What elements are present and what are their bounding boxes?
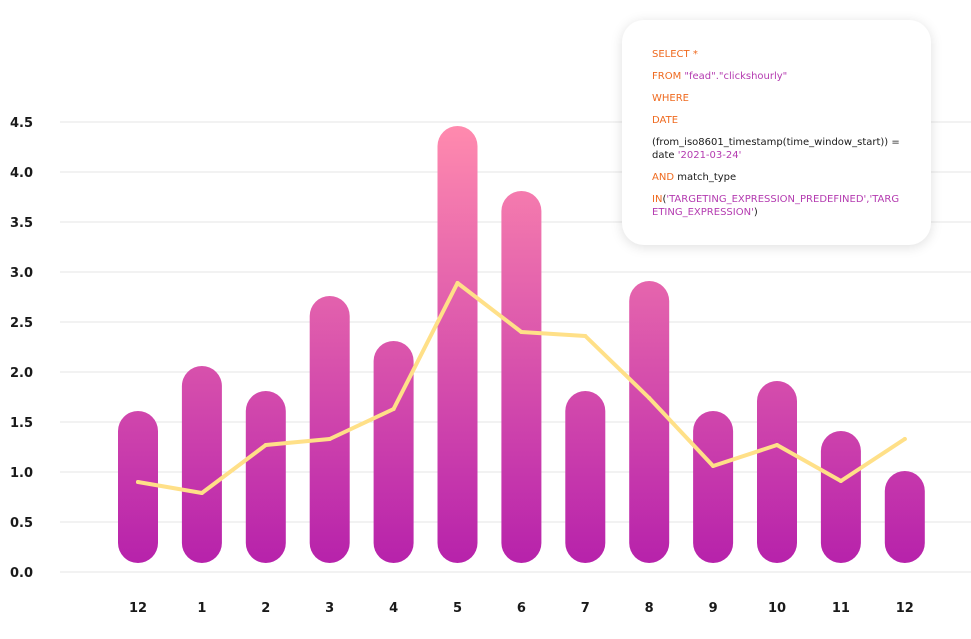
line-point xyxy=(583,334,588,338)
x-tick-label: 10 xyxy=(768,601,786,616)
code-token: '2021-03-24' xyxy=(677,150,742,161)
line-point xyxy=(902,437,907,441)
bar xyxy=(565,391,606,563)
code-line: DATE xyxy=(652,114,901,127)
x-tick-label: 12 xyxy=(129,601,147,616)
code-token: DATE xyxy=(652,115,679,126)
bar xyxy=(501,191,542,563)
code-token: WHERE xyxy=(652,93,689,104)
line-series xyxy=(136,281,907,495)
y-tick-label: 2.5 xyxy=(10,316,33,331)
x-tick-label: 12 xyxy=(896,601,914,616)
code-token: (from_iso8601_timestamp(time_window_star… xyxy=(652,137,900,161)
x-tick-label: 1 xyxy=(197,601,206,616)
x-tick-label: 11 xyxy=(832,601,850,616)
x-tick-label: 2 xyxy=(261,601,270,616)
code-token: match_type xyxy=(677,172,737,183)
bar xyxy=(309,296,350,563)
code-line: IN('TARGETING_EXPRESSION_PREDEFINED','TA… xyxy=(652,193,901,219)
x-tick-label: 8 xyxy=(645,601,654,616)
code-line: AND match_type xyxy=(652,171,901,184)
bar xyxy=(820,431,861,563)
line-point xyxy=(455,281,460,285)
code-token: IN xyxy=(652,194,663,205)
code-line: (from_iso8601_timestamp(time_window_star… xyxy=(652,136,901,162)
code-line: SELECT * xyxy=(652,48,901,61)
line-point xyxy=(775,443,779,447)
code-token: AND xyxy=(652,172,678,183)
line-point xyxy=(647,396,652,400)
y-tick-label: 0.0 xyxy=(10,566,33,581)
line-point xyxy=(711,464,716,468)
y-axis: 0.0 0.5 1.0 1.5 2.0 2.5 3.0 3.5 4.0 4.5 xyxy=(10,116,33,581)
bar xyxy=(629,281,670,563)
code-token: FROM xyxy=(652,71,685,82)
y-tick-label: 1.0 xyxy=(10,466,33,481)
x-tick-label: 9 xyxy=(709,601,718,616)
sql-query-card: SELECT * FROM "fead"."clickshourly" WHERE D… xyxy=(622,20,931,245)
y-tick-label: 3.5 xyxy=(10,216,33,231)
code-token: ) xyxy=(753,207,758,218)
bar xyxy=(373,341,414,563)
code-token: ( xyxy=(662,194,667,205)
code-token: 'TARGETING_EXPRESSION_PREDEFINED','TARGE… xyxy=(652,194,900,218)
line-point xyxy=(838,479,843,483)
bar xyxy=(437,126,478,563)
bar xyxy=(757,381,797,563)
x-tick-label: 4 xyxy=(389,601,398,616)
x-tick-label: 5 xyxy=(453,601,462,616)
bar xyxy=(118,411,158,563)
line-point xyxy=(136,480,140,484)
y-tick-label: 0.5 xyxy=(10,516,33,531)
y-tick-label: 4.5 xyxy=(10,116,33,131)
x-tick-label: 7 xyxy=(581,601,590,616)
bar xyxy=(181,366,222,563)
bar-series xyxy=(118,126,925,563)
line-point xyxy=(519,330,524,334)
x-tick-label: 6 xyxy=(517,601,526,616)
line-point xyxy=(391,407,396,411)
code-token: "fead"."clickshourly" xyxy=(684,71,788,82)
code-line: FROM "fead"."clickshourly" xyxy=(652,70,901,83)
y-tick-label: 3.0 xyxy=(10,266,33,281)
bar xyxy=(884,471,925,563)
line-point xyxy=(199,491,204,495)
y-tick-label: 4.0 xyxy=(10,166,33,181)
x-tick-label: 3 xyxy=(325,601,334,616)
y-tick-label: 2.0 xyxy=(10,366,33,381)
code-line: WHERE xyxy=(652,92,901,105)
bar xyxy=(245,391,286,563)
y-tick-label: 1.5 xyxy=(10,416,33,431)
x-axis: 12 1 2 3 4 5 6 7 8 9 10 11 12 xyxy=(129,601,914,616)
line-point xyxy=(263,443,268,447)
line-point xyxy=(327,437,332,441)
bar xyxy=(693,411,734,563)
code-token: SELECT * xyxy=(652,49,698,60)
